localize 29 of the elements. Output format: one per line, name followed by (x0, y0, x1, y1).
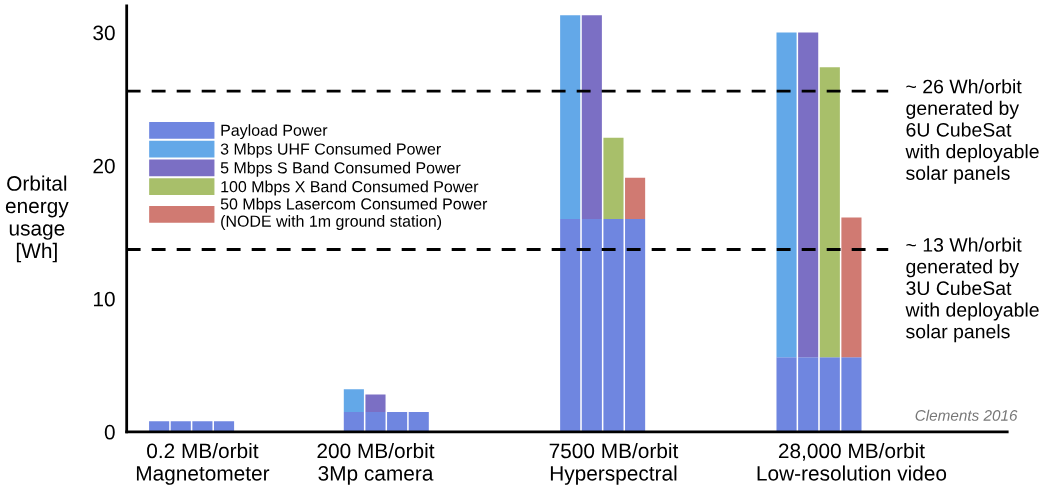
legend-label: 50 Mbps Lasercom Consumed Power (NODE with 1m ground station) (220, 197, 488, 230)
text: Clements 2016 (915, 409, 1018, 421)
x-tick-label: 0.2 MB/orbit Magnetometer (136, 442, 270, 485)
legend-label: 5 Mbps S Band Consumed Power (220, 161, 461, 177)
ref-line-label: ~ 13 Wh/orbit generated by 3U CubeSat with deployable solar panels (905, 237, 1039, 343)
bar (560, 15, 581, 219)
bar (581, 15, 602, 219)
y-tick-label: 0 (104, 424, 115, 440)
bar (560, 218, 581, 432)
bar (625, 177, 646, 219)
legend-label: 3 Mbps UHF Consumed Power (220, 142, 441, 158)
legend-label: Payload Power (221, 124, 328, 140)
bar (776, 32, 797, 358)
bar (603, 137, 624, 219)
y-tick-label: 30 (93, 25, 115, 41)
bar (408, 411, 429, 432)
x-tick-label: 7500 MB/orbit Hyperspectral (549, 442, 679, 485)
bar (343, 389, 364, 412)
y-tick-label: 20 (93, 158, 115, 174)
legend-label: 100 Mbps X Band Consumed Power (221, 180, 479, 196)
y-tick-label: 10 (93, 291, 115, 307)
y-axis-title: Orbital energy usage [Wh] (5, 175, 69, 263)
x-tick-label: 28,000 MB/orbit Low-resolution video (757, 442, 947, 481)
x-tick-label: 200 MB/orbit 3Mp camera (317, 442, 435, 485)
ref-line-label: ~ 26 Wh/orbit generated by 6U CubeSat with deployable solar panels (905, 79, 1039, 184)
bar (841, 217, 862, 358)
bar (798, 32, 819, 358)
bar (819, 67, 840, 358)
bar (365, 394, 386, 412)
